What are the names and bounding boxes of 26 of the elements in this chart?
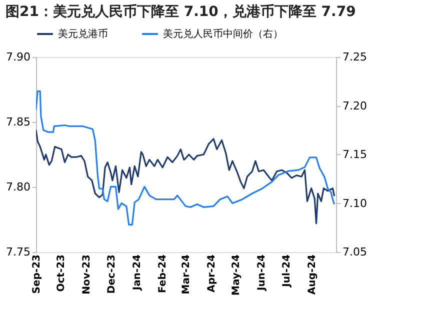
x-tick-label: Mar-24: [181, 254, 192, 294]
x-tick-label: Jun-24: [256, 254, 268, 292]
x-tick-label: Apr-24: [206, 254, 218, 292]
chart-title: 图21：美元兑人民币下降至 7.10，兑港币下降至 7.79: [6, 3, 356, 20]
x-tick-label: Dec-23: [106, 254, 118, 294]
line-series: [36, 90, 336, 226]
y2-tick-label: 7.20: [342, 99, 367, 112]
y-tick-label: 7.80: [6, 180, 30, 194]
y2-tick-label: 7.05: [342, 246, 367, 258]
y-tick-label: 7.85: [6, 116, 30, 128]
x-tick-label: Nov-23: [82, 254, 93, 294]
x-tick-label: Oct-23: [56, 254, 68, 292]
x-tick-label: Feb-24: [157, 254, 168, 293]
y2-tick-label: 7.15: [342, 148, 367, 161]
y2-tick-label: 7.25: [342, 50, 367, 64]
legend-label: 美元兑人民币中间价（右）: [163, 28, 283, 40]
line-series: [36, 129, 336, 224]
x-tick-label: Sep-23: [32, 254, 42, 294]
x-tick-label: Jul-24: [281, 254, 292, 288]
y-tick-label: 7.75: [6, 246, 30, 258]
x-tick-label: Aug-24: [306, 254, 318, 295]
x-tick-label: May-24: [231, 254, 242, 296]
x-tick-label: Jan-24: [132, 254, 143, 292]
legend-label: 美元兑港币: [58, 28, 108, 40]
y2-tick-label: 7.10: [342, 196, 367, 210]
y-tick-label: 7.90: [6, 50, 30, 64]
